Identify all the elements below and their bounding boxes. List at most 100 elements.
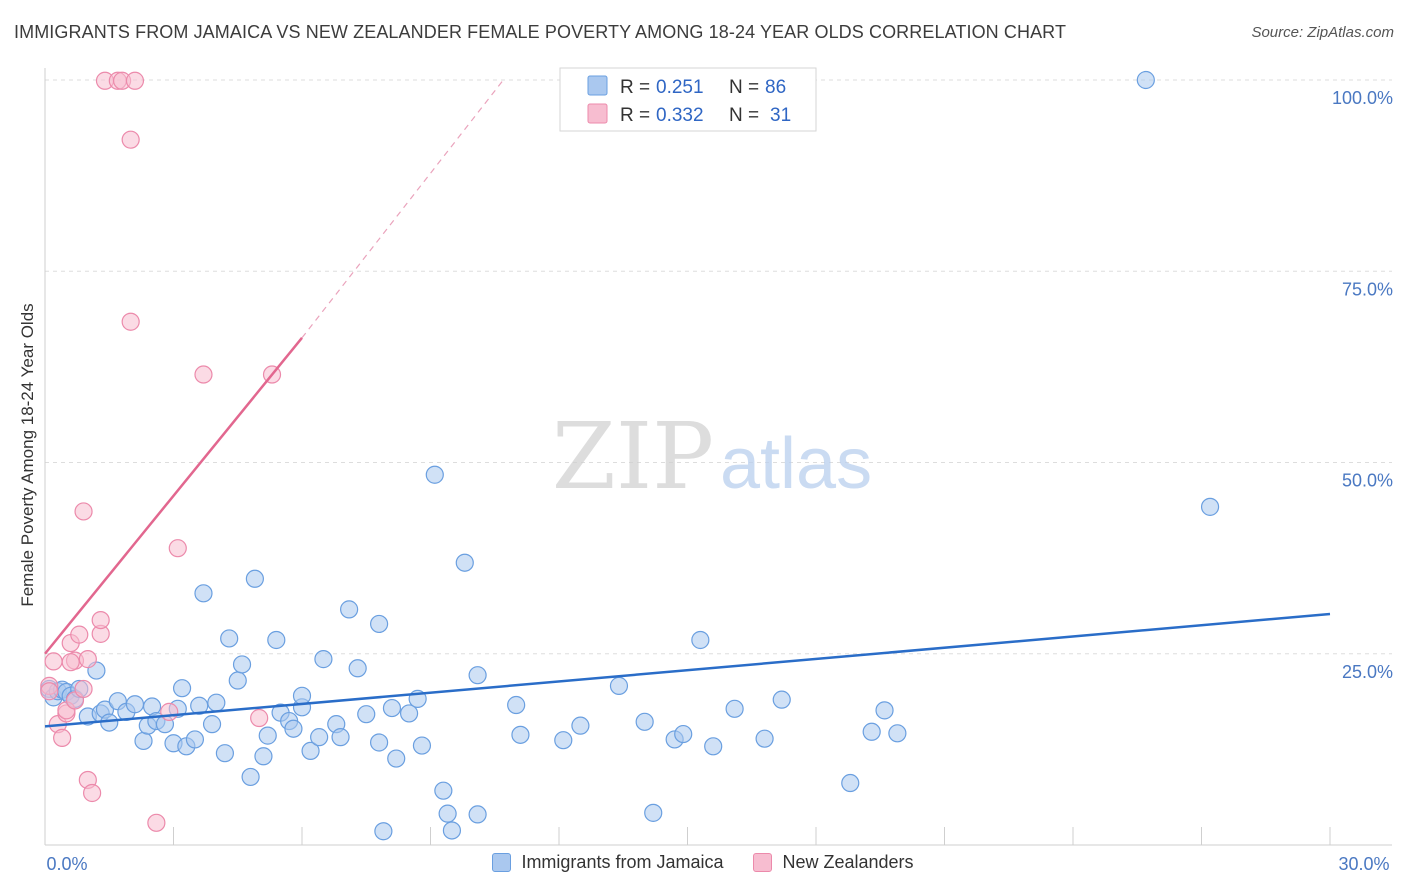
axes bbox=[44, 68, 1392, 846]
jamaica-point bbox=[267, 630, 286, 650]
jamaica-point bbox=[348, 659, 367, 678]
nz-point bbox=[61, 653, 80, 672]
legend-r-label-jamaica: R = bbox=[620, 77, 650, 98]
legend-box: R = 0.251 N = 86 R = 0.332 N = 31 bbox=[559, 67, 817, 132]
nz-point bbox=[74, 502, 93, 521]
jamaica-point bbox=[258, 726, 277, 745]
legend-r-value-jamaica: 0.251 bbox=[656, 77, 704, 98]
trend-lines bbox=[44, 79, 1331, 728]
jamaica-point bbox=[875, 701, 894, 720]
series-swatch-nz bbox=[753, 853, 773, 872]
jamaica-point bbox=[314, 650, 333, 669]
jamaica-point bbox=[194, 584, 213, 603]
series-swatch-jamaica bbox=[492, 853, 512, 872]
jamaica-point bbox=[888, 724, 907, 743]
nz-point bbox=[250, 708, 269, 728]
legend-n-label-jamaica: N = bbox=[729, 77, 759, 98]
jamaica-point bbox=[609, 676, 629, 695]
legend-n-value-nz: 31 bbox=[770, 105, 791, 126]
jamaica-point bbox=[1200, 497, 1220, 516]
jamaica-point bbox=[772, 690, 791, 709]
nz-trend-line bbox=[44, 337, 303, 655]
jamaica-point bbox=[468, 666, 487, 685]
series-label-jamaica: Immigrants from Jamaica bbox=[521, 852, 724, 872]
nz-point bbox=[125, 71, 145, 90]
nz-point bbox=[40, 682, 59, 701]
jamaica-point bbox=[185, 730, 205, 749]
jamaica-point bbox=[725, 699, 744, 718]
y-tick-label: 75.0% bbox=[1342, 279, 1393, 299]
nz-point bbox=[91, 610, 110, 630]
jamaica-point bbox=[228, 671, 247, 690]
jamaica-point bbox=[382, 698, 402, 718]
jamaica-point bbox=[704, 737, 723, 756]
nz-point bbox=[121, 130, 140, 149]
jamaica-point bbox=[357, 705, 376, 724]
watermark: ZIP atlas bbox=[552, 403, 872, 510]
jamaica-point bbox=[292, 686, 312, 705]
jamaica-point bbox=[190, 696, 209, 715]
jamaica-point bbox=[172, 679, 192, 698]
jamaica-point bbox=[134, 731, 153, 751]
jamaica-point bbox=[571, 716, 590, 735]
jamaica-point bbox=[1136, 70, 1155, 90]
jamaica-point bbox=[202, 715, 222, 734]
jamaica-point bbox=[635, 712, 654, 731]
nz-point bbox=[160, 702, 179, 721]
jamaica-point bbox=[511, 725, 530, 744]
jamaica-point bbox=[507, 695, 526, 715]
nz-point bbox=[70, 625, 89, 644]
nz-point bbox=[53, 728, 72, 748]
jamaica-point bbox=[862, 722, 881, 741]
x-tick-labels: 0.0% 30.0% bbox=[44, 827, 1390, 874]
legend-swatch-jamaica bbox=[587, 75, 608, 96]
jamaica-point bbox=[370, 614, 389, 634]
jamaica-point bbox=[442, 821, 462, 840]
nz-point bbox=[194, 365, 213, 384]
jamaica-point bbox=[755, 729, 774, 748]
jamaica-point bbox=[220, 629, 239, 648]
nz-point bbox=[147, 813, 166, 832]
x-tick-label-max: 30.0% bbox=[1338, 854, 1389, 874]
nz-point bbox=[78, 650, 97, 669]
watermark-zip: ZIP bbox=[552, 403, 714, 510]
jamaica-point bbox=[310, 728, 329, 747]
watermark-atlas: atlas bbox=[720, 424, 872, 504]
jamaica-point bbox=[232, 655, 252, 674]
nz-point bbox=[168, 539, 187, 558]
jamaica-point bbox=[207, 693, 226, 712]
jamaica-point bbox=[370, 733, 389, 752]
series-legend-item-jamaica[interactable]: Immigrants from Jamaica bbox=[492, 852, 723, 873]
series-label-nz: New Zealanders bbox=[782, 852, 914, 872]
jamaica-point bbox=[241, 767, 260, 787]
jamaica-point bbox=[254, 747, 273, 766]
jamaica-point bbox=[340, 600, 359, 619]
x-tick-label-min: 0.0% bbox=[46, 854, 87, 874]
legend-r-value-nz: 0.332 bbox=[656, 105, 704, 126]
jamaica-point bbox=[399, 704, 419, 723]
jamaica-point bbox=[691, 630, 710, 650]
nz-point bbox=[74, 679, 93, 699]
series-legend: Immigrants from Jamaica New Zealanders bbox=[0, 852, 1406, 873]
nz-point bbox=[83, 783, 102, 803]
y-tick-label: 50.0% bbox=[1342, 471, 1393, 491]
jamaica-trend-line bbox=[44, 612, 1331, 728]
jamaica-point bbox=[331, 728, 350, 747]
data-points bbox=[40, 70, 1220, 841]
jamaica-point bbox=[412, 736, 432, 755]
jamaica-point bbox=[841, 773, 860, 793]
jamaica-point bbox=[284, 719, 303, 738]
nz-point bbox=[44, 652, 63, 671]
y-tick-label: 25.0% bbox=[1342, 662, 1393, 682]
y-tick-labels: 25.0% 50.0% 75.0% 100.0% bbox=[1332, 88, 1393, 682]
jamaica-point bbox=[644, 803, 663, 822]
source-credit: Source: ZipAtlas.com bbox=[1251, 24, 1394, 41]
jamaica-point bbox=[455, 553, 474, 572]
nz-point bbox=[121, 312, 140, 331]
jamaica-point bbox=[434, 781, 453, 800]
jamaica-point bbox=[674, 724, 693, 744]
jamaica-point bbox=[245, 569, 264, 588]
jamaica-point bbox=[425, 465, 444, 484]
series-legend-item-nz[interactable]: New Zealanders bbox=[753, 852, 914, 873]
